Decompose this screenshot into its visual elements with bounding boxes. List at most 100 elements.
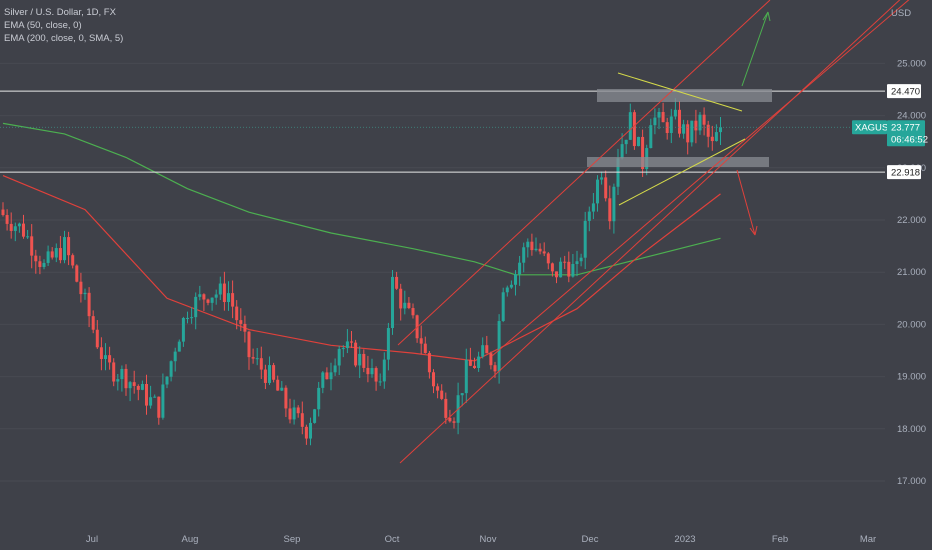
candle-body <box>239 320 243 324</box>
candle-body <box>329 372 333 380</box>
candle-body <box>325 372 329 380</box>
candle-body <box>136 385 140 390</box>
candle-body <box>337 348 341 366</box>
candle-body <box>313 409 317 423</box>
candle-body <box>620 144 624 159</box>
candle-body <box>661 112 665 123</box>
candle-body <box>632 112 636 147</box>
candle-body <box>555 271 558 278</box>
candle-body <box>341 348 345 350</box>
ema50-legend: EMA (50, close, 0) <box>4 20 82 31</box>
channel-lower-line <box>399 0 901 464</box>
candle-body <box>333 365 337 373</box>
candle-body <box>358 353 362 366</box>
candle-body <box>550 263 554 272</box>
candle-body <box>95 329 99 348</box>
level-tag-lower-bg <box>887 165 921 180</box>
candle-body <box>706 124 710 137</box>
candle-body <box>218 283 222 295</box>
candle-body <box>649 125 653 149</box>
candle-body <box>63 237 66 261</box>
candle-body <box>58 248 62 261</box>
candle-body <box>30 236 34 256</box>
breakout-arrow-head <box>762 11 771 22</box>
chart-legend: Silver / U.S. Dollar, 1D, FX EMA (50, cl… <box>4 6 123 45</box>
candle-body <box>411 308 415 316</box>
candle-body <box>214 294 218 298</box>
candle-body <box>432 372 435 387</box>
candle-body <box>5 215 9 224</box>
x-tick-label: Aug <box>182 534 199 545</box>
candle-body <box>546 253 550 264</box>
candle-body <box>407 302 411 309</box>
candle-body <box>473 365 476 369</box>
candle-body <box>591 203 595 212</box>
candle-body <box>304 426 308 439</box>
candle-body <box>612 186 616 222</box>
candle-body <box>71 255 75 266</box>
candle-body <box>165 376 169 385</box>
candle-body <box>436 386 440 391</box>
countdown-label: 06:46:52 <box>891 135 928 146</box>
candle-body <box>296 407 300 414</box>
breakdown-arrow-head <box>749 225 758 236</box>
resistance-zone <box>597 89 772 102</box>
candle-body <box>686 124 690 143</box>
candle-body <box>231 293 235 307</box>
candle-body <box>263 369 267 383</box>
candle-body <box>87 292 91 317</box>
candle-body <box>489 353 493 366</box>
x-tick-label: 2023 <box>674 534 695 545</box>
candle-body <box>423 343 427 354</box>
candle-body <box>596 179 599 204</box>
candle-body <box>108 355 112 363</box>
candle-body <box>116 379 120 382</box>
candle-body <box>153 396 157 398</box>
ema50-path <box>2 175 721 362</box>
channel-mid-line <box>491 0 910 357</box>
candle-body <box>628 112 632 140</box>
candle-body <box>38 261 42 267</box>
y-tick-label: 22.000 <box>897 215 926 226</box>
candle-body <box>526 241 530 248</box>
candle-body <box>485 345 489 354</box>
y-tick-label: 17.000 <box>897 476 926 487</box>
candle-body <box>75 265 79 282</box>
candle-body <box>140 383 144 390</box>
candle-body <box>67 237 71 256</box>
candle-body <box>464 359 468 394</box>
candle-body <box>481 345 485 357</box>
candle-body <box>350 341 353 343</box>
candle-body <box>280 387 284 391</box>
candle-body <box>427 353 431 373</box>
candle-body <box>42 262 46 267</box>
ema50-line <box>2 175 721 362</box>
candle-body <box>477 356 481 369</box>
candle-body <box>493 365 497 372</box>
candle-body <box>104 355 107 360</box>
candle-body <box>567 261 571 277</box>
last-price-label: 23.777 <box>891 123 920 134</box>
drawings <box>0 0 910 464</box>
candle-body <box>91 316 95 330</box>
triangle-upper-line <box>617 72 743 112</box>
candle-body <box>509 284 513 288</box>
candle-body <box>460 393 464 396</box>
candle-body <box>309 422 312 439</box>
level-tag-upper: 24.470 <box>891 87 920 98</box>
candle-body <box>600 177 604 180</box>
y-tick-label: 25.000 <box>897 58 926 69</box>
x-tick-label: Jul <box>86 534 98 545</box>
candle-body <box>641 136 645 170</box>
candle-body <box>579 257 583 262</box>
candle-body <box>542 251 546 254</box>
candle-body <box>13 226 17 231</box>
candle-series <box>1 98 722 446</box>
candle-body <box>157 396 161 418</box>
candle-body <box>419 338 423 344</box>
candle-body <box>243 323 247 332</box>
candle-body <box>587 211 591 221</box>
candle-body <box>378 381 382 383</box>
